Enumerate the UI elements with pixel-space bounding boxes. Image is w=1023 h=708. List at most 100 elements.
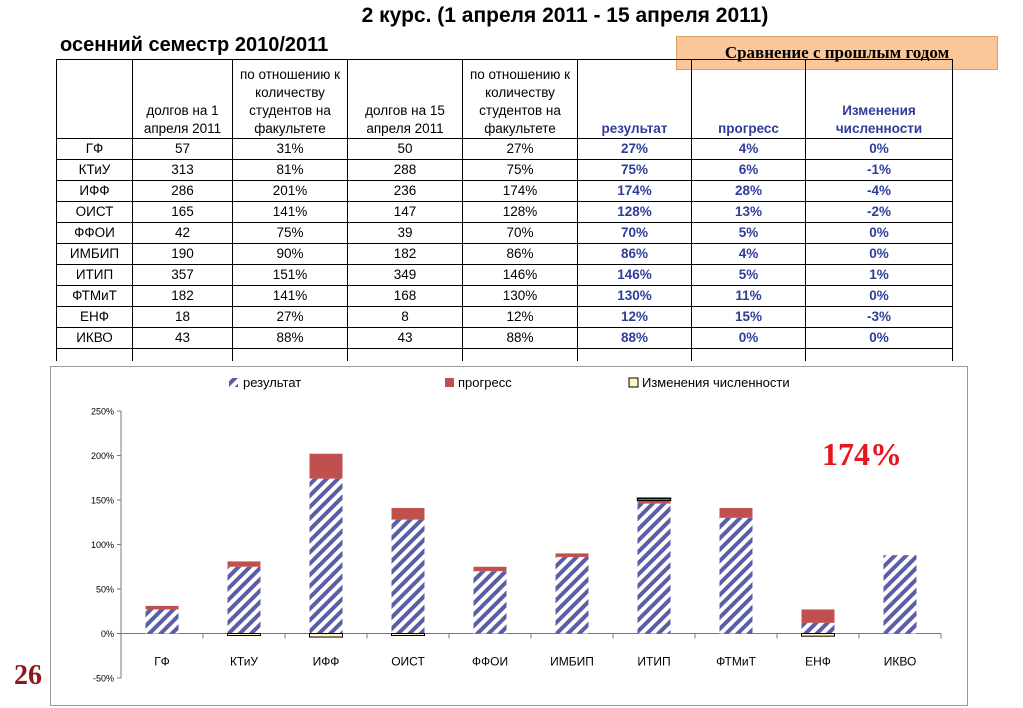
bar-result (391, 519, 425, 634)
cell-progress: 11% (691, 285, 806, 307)
cell-progress: 13% (691, 201, 806, 223)
spacer-cell (462, 348, 578, 361)
bar-progress (309, 453, 343, 479)
chart-svg: 250% 200% 150% 100% 50% 0% -50% ГФ КТиУ ИФФ ОИСТ ФФ… (91, 375, 942, 684)
spacer-cell (805, 348, 953, 361)
y-tick-label: 0% (101, 629, 114, 639)
cell-population-change: -3% (805, 306, 953, 328)
y-tick-label: -50% (93, 674, 114, 684)
bar-population-change (227, 633, 261, 636)
cell-faculty: ЕНФ (56, 306, 133, 328)
cell-debts-apr15: 349 (347, 264, 463, 286)
cell-ratio-apr15: 86% (462, 243, 578, 265)
cell-ratio-apr1: 81% (232, 159, 348, 181)
cell-debts-apr1: 42 (132, 222, 233, 244)
cell-ratio-apr1: 201% (232, 180, 348, 202)
bar-result (473, 571, 507, 634)
bar-result (227, 566, 261, 634)
cell-ratio-apr1: 90% (232, 243, 348, 265)
legend-swatch-progress (445, 378, 454, 387)
cell-result: 75% (577, 159, 692, 181)
cell-faculty: ИМБИП (56, 243, 133, 265)
cell-ratio-apr15: 146% (462, 264, 578, 286)
table-row: ФФОИ 42 75% 39 70% 70% 5% 0% (56, 222, 953, 244)
cell-debts-apr15: 39 (347, 222, 463, 244)
x-tick-label: ФФОИ (472, 655, 508, 669)
cell-debts-apr15: 43 (347, 327, 463, 349)
cell-faculty: ФФОИ (56, 222, 133, 244)
cell-population-change: 0% (805, 243, 953, 265)
cell-faculty: ИКВО (56, 327, 133, 349)
cell-ratio-apr15: 88% (462, 327, 578, 349)
cell-progress: 4% (691, 243, 806, 265)
cell-debts-apr15: 168 (347, 285, 463, 307)
header-result: результат (577, 59, 692, 139)
cell-ratio-apr1: 151% (232, 264, 348, 286)
table-row: ОИСТ 165 141% 147 128% 128% 13% -2% (56, 201, 953, 223)
cell-debts-apr15: 50 (347, 138, 463, 160)
bar-population-change (636, 497, 672, 501)
x-tick-label: ИМБИП (550, 655, 594, 669)
legend-label-result: результат (243, 375, 301, 390)
y-tick-label: 200% (91, 451, 114, 461)
cell-result: 12% (577, 306, 692, 328)
cell-population-change: 0% (805, 285, 953, 307)
cell-debts-apr1: 57 (132, 138, 233, 160)
cell-debts-apr1: 165 (132, 201, 233, 223)
cell-debts-apr15: 182 (347, 243, 463, 265)
cell-debts-apr1: 313 (132, 159, 233, 181)
cell-population-change: -2% (805, 201, 953, 223)
cell-result: 130% (577, 285, 692, 307)
cell-ratio-apr1: 88% (232, 327, 348, 349)
legend-swatch-population (628, 377, 639, 388)
table-body: ГФ 57 31% 50 27% 27% 4% 0% КТиУ 313 81% 288 75% 75% 6%… (56, 138, 953, 361)
header-debts-apr15: долгов на 15 апреля 2011 (347, 59, 463, 139)
bar-progress (719, 508, 753, 518)
cell-debts-apr15: 288 (347, 159, 463, 181)
cell-result: 174% (577, 180, 692, 202)
cell-result: 146% (577, 264, 692, 286)
cell-result: 128% (577, 201, 692, 223)
header-population-change: Изменения численности (805, 59, 953, 139)
legend-label-population: Изменения численности (642, 375, 790, 390)
table-row: ИКВО 43 88% 43 88% 88% 0% 0% (56, 327, 953, 349)
cell-population-change: 0% (805, 327, 953, 349)
bar-progress (801, 609, 835, 623)
spacer-cell (132, 348, 233, 361)
cell-faculty: ИФФ (56, 180, 133, 202)
cell-progress: 15% (691, 306, 806, 328)
cell-ratio-apr15: 75% (462, 159, 578, 181)
cell-ratio-apr1: 141% (232, 285, 348, 307)
cell-ratio-apr15: 12% (462, 306, 578, 328)
cell-faculty: ГФ (56, 138, 133, 160)
table-header-row: долгов на 1 апреля 2011 по отношению к к… (56, 59, 953, 139)
cell-debts-apr1: 286 (132, 180, 233, 202)
cell-ratio-apr15: 174% (462, 180, 578, 202)
x-tick-label: ГФ (154, 655, 170, 669)
cell-result: 86% (577, 243, 692, 265)
debts-table: долгов на 1 апреля 2011 по отношению к к… (56, 59, 953, 361)
header-debts-apr1: долгов на 1 апреля 2011 (132, 59, 233, 139)
x-tick-label: КТиУ (230, 655, 258, 669)
cell-ratio-apr15: 128% (462, 201, 578, 223)
cell-population-change: -4% (805, 180, 953, 202)
cell-progress: 4% (691, 138, 806, 160)
cell-debts-apr15: 236 (347, 180, 463, 202)
x-tick-label: ИФФ (313, 655, 340, 669)
x-tick-label: ИТИП (637, 655, 670, 669)
legend-swatch-result (229, 378, 238, 387)
highlight-value: 174% (822, 436, 902, 472)
cell-ratio-apr1: 75% (232, 222, 348, 244)
cell-faculty: ИТИП (56, 264, 133, 286)
bar-progress (227, 561, 261, 567)
stacked-bar-chart: 250% 200% 150% 100% 50% 0% -50% ГФ КТиУ ИФФ ОИСТ ФФ… (50, 366, 968, 706)
bar-progress (555, 553, 589, 557)
bar-result (555, 556, 589, 634)
cell-progress: 28% (691, 180, 806, 202)
bar-progress (145, 605, 179, 610)
table-row: ГФ 57 31% 50 27% 27% 4% 0% (56, 138, 953, 160)
cell-debts-apr1: 182 (132, 285, 233, 307)
cell-ratio-apr15: 27% (462, 138, 578, 160)
page-number: 26 (14, 660, 42, 691)
spacer-cell (232, 348, 348, 361)
